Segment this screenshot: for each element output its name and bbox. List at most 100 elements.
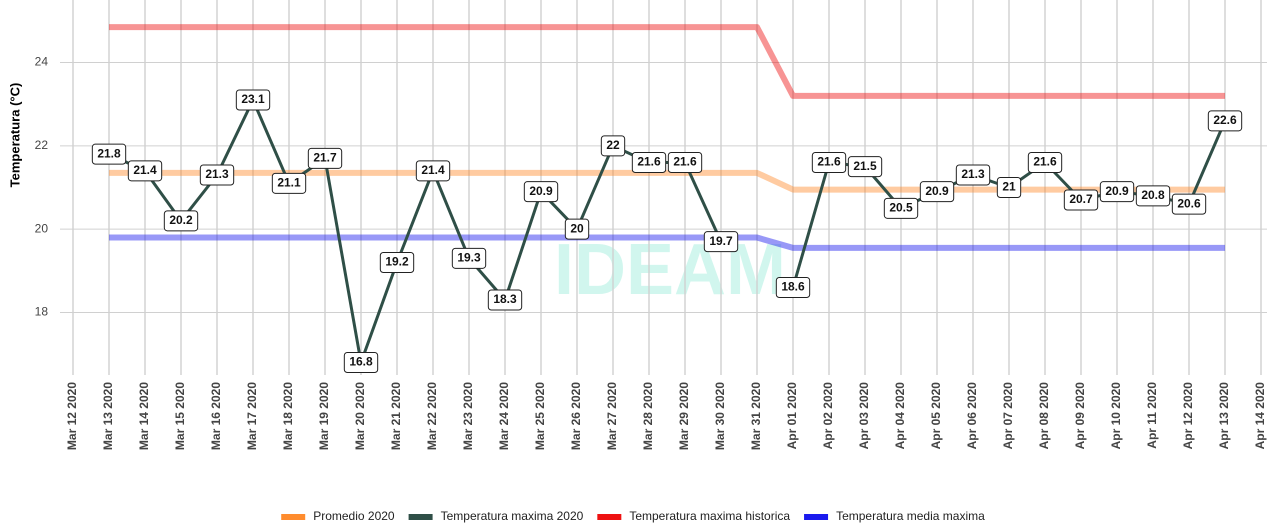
y-tick-label: 22 [35, 138, 49, 152]
watermark: IDEAM [554, 230, 786, 310]
data-label: 20.5 [883, 197, 919, 219]
data-label-text: 21.6 [817, 155, 841, 169]
data-label-box [487, 289, 523, 311]
data-label-text: 20.7 [1069, 192, 1093, 206]
x-tick-label: Apr 06 2020 [965, 382, 979, 450]
data-label-box [847, 156, 883, 178]
x-tick-label: Mar 27 2020 [605, 382, 619, 450]
data-label-box [235, 89, 271, 111]
data-label-text: 19.2 [385, 255, 409, 269]
data-label-box [343, 352, 379, 373]
y-tick-label: 18 [35, 305, 49, 319]
x-tick-label: Apr 05 2020 [929, 382, 943, 450]
y-tick-label: 24 [35, 55, 49, 69]
x-tick-label: Apr 08 2020 [1037, 382, 1051, 450]
data-label-text: 22 [606, 138, 620, 152]
data-label-text: 20.8 [1141, 188, 1165, 202]
x-tick-label: Apr 09 2020 [1073, 382, 1087, 450]
data-label-box [1099, 181, 1135, 203]
data-label-text: 18.6 [781, 280, 805, 294]
x-tick-label: Apr 02 2020 [821, 382, 835, 450]
data-label-text: 21.7 [313, 151, 337, 165]
data-label: 20.9 [919, 181, 955, 203]
data-label-box [379, 252, 415, 273]
x-tick-label: Mar 15 2020 [173, 382, 187, 450]
data-label: 18.6 [775, 277, 811, 298]
series-line [109, 234, 1225, 251]
data-label-box [1171, 193, 1207, 215]
data-label: 19.3 [451, 247, 487, 269]
x-tick-label: Mar 28 2020 [641, 382, 655, 450]
x-tick-label: Mar 20 2020 [353, 382, 367, 450]
x-tick-label: Apr 01 2020 [785, 382, 799, 450]
data-label: 21.6 [667, 152, 703, 173]
x-tick-label: Apr 04 2020 [893, 382, 907, 450]
y-axis-title: Temperatura (°C) [7, 83, 22, 188]
data-label: 21.7 [307, 147, 343, 169]
x-tick-label: Apr 12 2020 [1181, 382, 1195, 450]
data-label-text: 21.1 [277, 176, 301, 190]
data-label: 20.8 [1135, 185, 1171, 207]
data-label: 19.2 [379, 252, 415, 273]
data-label-box [523, 181, 559, 203]
data-label-box [955, 164, 991, 186]
data-label: 20 [564, 218, 590, 240]
x-tick-label: Mar 30 2020 [713, 382, 727, 450]
data-label: 20.6 [1171, 193, 1207, 215]
x-tick-label: Mar 21 2020 [389, 382, 403, 450]
data-label: 21.8 [91, 143, 127, 165]
data-label-box [1135, 185, 1171, 207]
data-label-box [1027, 152, 1063, 173]
x-tick-label: Mar 24 2020 [497, 382, 511, 450]
legend-label: Temperatura media maxima [836, 509, 985, 523]
x-tick-label: Mar 19 2020 [317, 382, 331, 450]
x-tick-label: Mar 25 2020 [533, 382, 547, 450]
x-tick-label: Mar 13 2020 [101, 382, 115, 450]
data-label-text: 20.9 [1105, 184, 1129, 198]
data-label: 16.8 [343, 352, 379, 373]
data-label-box [600, 135, 626, 157]
data-label-text: 20.2 [169, 213, 193, 227]
data-label-text: 21.6 [673, 155, 697, 169]
data-label-box [451, 247, 487, 269]
data-label: 21.3 [955, 164, 991, 186]
data-label-text: 19.3 [457, 251, 481, 265]
data-label-text: 20.9 [529, 184, 553, 198]
x-tick-label: Mar 17 2020 [245, 382, 259, 450]
x-tick-label: Mar 16 2020 [209, 382, 223, 450]
data-label: 21.6 [631, 152, 667, 173]
data-label: 21.5 [847, 156, 883, 178]
data-label-text: 21.8 [97, 146, 121, 160]
data-label-box [564, 218, 590, 240]
data-label-text: 21.4 [421, 163, 445, 177]
data-label-box [91, 143, 127, 165]
series-line [109, 24, 1225, 99]
data-label-text: 19.7 [709, 234, 733, 248]
data-label-box [775, 277, 811, 298]
data-label-box [163, 210, 199, 232]
legend: Promedio 2020 Temperatura maxima 2020 Temp… [281, 509, 985, 523]
x-tick-label: Mar 26 2020 [569, 382, 583, 450]
data-label-text: 16.8 [349, 355, 373, 369]
data-label-text: 21.6 [1033, 155, 1057, 169]
x-tick-label: Apr 03 2020 [857, 382, 871, 450]
data-label-box [919, 181, 955, 203]
x-tick-label: Mar 23 2020 [461, 382, 475, 450]
data-label: 21.3 [199, 164, 235, 186]
x-tick-label: Apr 11 2020 [1145, 382, 1159, 449]
data-label-text: 20.9 [925, 184, 949, 198]
data-label: 20.9 [523, 181, 559, 203]
data-label: 18.3 [487, 289, 523, 311]
data-label: 21.4 [127, 160, 163, 182]
y-tick-label: 20 [35, 221, 49, 235]
data-label-text: 21 [1002, 180, 1016, 194]
data-label: 21.1 [271, 172, 307, 194]
data-label-box [667, 152, 703, 173]
legend-label: Promedio 2020 [313, 509, 395, 523]
data-label-box [703, 231, 739, 253]
legend-label: Temperatura maxima historica [629, 509, 790, 523]
data-label-box [883, 197, 919, 219]
data-label-text: 20.6 [1177, 196, 1201, 210]
data-label-text: 22.6 [1213, 113, 1237, 127]
